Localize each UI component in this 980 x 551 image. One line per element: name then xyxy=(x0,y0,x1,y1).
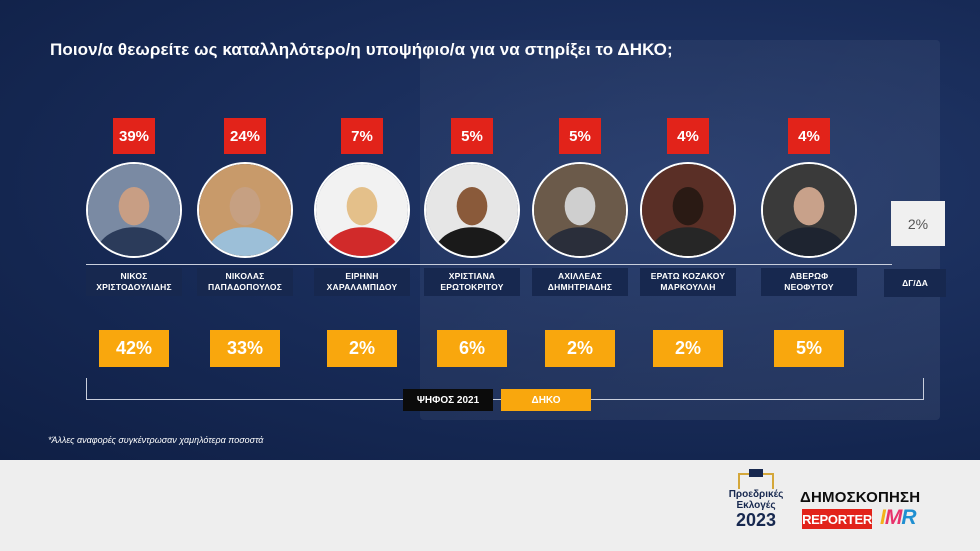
candidate-name-line: ΝΙΚΟΣ xyxy=(120,271,148,281)
party-value: 2% xyxy=(327,330,397,367)
candidate-column: 24% ΝΙΚΟΛΑΣ ΠΑΠΑΔΟΠΟΥΛΟΣ 33% xyxy=(190,0,300,370)
imr-m: M xyxy=(884,506,902,529)
imr-i: I xyxy=(880,506,886,529)
candidate-name-line: ΑΒΕΡΩΦ xyxy=(789,271,829,281)
candidate-name: ΑΒΕΡΩΦ ΝΕΟΦΥΤΟΥ xyxy=(761,268,857,296)
candidate-name: ΑΧΙΛΛΕΑΣ ΔΗΜΗΤΡΙΑΔΗΣ xyxy=(532,268,628,296)
candidate-name-line: ΜΑΡΚΟΥΛΛΗ xyxy=(660,282,716,292)
vote-2021-value: 5% xyxy=(451,118,493,154)
candidate-avatar xyxy=(761,162,857,258)
candidate-name-line: ΝΕΟΦΥΤΟΥ xyxy=(784,282,834,292)
candidate-avatar xyxy=(314,162,410,258)
imr-logo: I M R xyxy=(880,506,917,529)
candidate-name-line: ΝΙΚΟΛΑΣ xyxy=(225,271,265,281)
party-value: 2% xyxy=(653,330,723,367)
vote-2021-value: 24% xyxy=(224,118,266,154)
vote-2021-value: 39% xyxy=(113,118,155,154)
dgda-label: ΔΓ/ΔΑ xyxy=(884,269,946,297)
legend-party: ΔΗΚΟ xyxy=(501,389,591,411)
elections-logo: Προεδρικές Εκλογές 2023 xyxy=(725,469,787,539)
dgda-value: 2% xyxy=(891,201,945,246)
candidate-column: 4% ΑΒΕΡΩΦ ΝΕΟΦΥΤΟΥ 5% xyxy=(754,0,864,370)
candidate-name-line: ΠΑΠΑΔΟΠΟΥΛΟΣ xyxy=(207,282,282,292)
vote-2021-value: 4% xyxy=(788,118,830,154)
candidate-column: 4% ΕΡΑΤΩ ΚΟΖΑΚΟΥ ΜΑΡΚΟΥΛΛΗ 2% xyxy=(633,0,743,370)
candidate-column: 39% ΝΙΚΟΣ ΧΡΙΣΤΟΔΟΥΛΙΔΗΣ 42% xyxy=(79,0,189,370)
logo-year: 2023 xyxy=(735,510,777,530)
candidate-name: ΕΡΑΤΩ ΚΟΖΑΚΟΥ ΜΑΡΚΟΥΛΛΗ xyxy=(640,268,736,296)
divider-line xyxy=(86,264,892,265)
reporter-logo: REPORTER xyxy=(802,509,872,529)
person-icon xyxy=(534,164,626,256)
party-value: 2% xyxy=(545,330,615,367)
candidate-name-line: ΔΗΜΗΤΡΙΑΔΗΣ xyxy=(547,282,613,292)
candidate-avatar xyxy=(424,162,520,258)
person-icon xyxy=(763,164,855,256)
person-icon xyxy=(426,164,518,256)
candidate-avatar xyxy=(532,162,628,258)
candidate-name-line: ΧΡΙΣΤΟΔΟΥΛΙΔΗΣ xyxy=(96,282,172,292)
ballot-box-icon xyxy=(738,469,774,489)
candidate-name: ΝΙΚΟΛΑΣ ΠΑΠΑΔΟΠΟΥΛΟΣ xyxy=(197,268,293,296)
vote-2021-value: 7% xyxy=(341,118,383,154)
candidate-name: ΝΙΚΟΣ ΧΡΙΣΤΟΔΟΥΛΙΔΗΣ xyxy=(86,268,182,296)
logo-line1: Προεδρικές xyxy=(728,489,784,500)
imr-r: R xyxy=(901,506,916,529)
candidate-avatar xyxy=(197,162,293,258)
footnote: *Άλλες αναφορές συγκέντρωσαν χαμηλότερα … xyxy=(48,435,264,445)
candidate-name: ΧΡΙΣΤΙΑΝΑ ΕΡΩΤΟΚΡΙΤΟΥ xyxy=(424,268,520,296)
party-value: 33% xyxy=(210,330,280,367)
party-value: 6% xyxy=(437,330,507,367)
candidate-name-line: ΑΧΙΛΛΕΑΣ xyxy=(557,271,603,281)
logo-line2: Εκλογές xyxy=(736,500,776,511)
vote-2021-value: 4% xyxy=(667,118,709,154)
chart-panel: Ποιον/α θεωρείτε ως καταλληλότερο/η υποψ… xyxy=(0,0,980,460)
candidate-name-line: ΧΑΡΑΛΑΜΠΙΔΟΥ xyxy=(326,282,398,292)
party-value: 5% xyxy=(774,330,844,367)
person-icon xyxy=(642,164,734,256)
candidate-name: ΕΙΡΗΝΗ ΧΑΡΑΛΑΜΠΙΔΟΥ xyxy=(314,268,410,296)
candidate-name-line: ΧΡΙΣΤΙΑΝΑ xyxy=(448,271,496,281)
candidate-column: 5% ΧΡΙΣΤΙΑΝΑ ΕΡΩΤΟΚΡΙΤΟΥ 6% xyxy=(417,0,527,370)
chart-title: Ποιον/α θεωρείτε ως καταλληλότερο/η υποψ… xyxy=(50,40,673,59)
person-icon xyxy=(199,164,291,256)
candidate-avatar xyxy=(640,162,736,258)
candidate-name-line: ΕΙΡΗΝΗ xyxy=(345,271,379,281)
legend-vote-2021: ΨΗΦΟΣ 2021 xyxy=(403,389,493,411)
vote-2021-value: 5% xyxy=(559,118,601,154)
person-icon xyxy=(88,164,180,256)
party-value: 42% xyxy=(99,330,169,367)
candidate-column: 7% ΕΙΡΗΝΗ ΧΑΡΑΛΑΜΠΙΔΟΥ 2% xyxy=(307,0,417,370)
candidate-name-line: ΕΡΩΤΟΚΡΙΤΟΥ xyxy=(440,282,504,292)
candidate-column: 5% ΑΧΙΛΛΕΑΣ ΔΗΜΗΤΡΙΑΔΗΣ 2% xyxy=(525,0,635,370)
candidate-avatar xyxy=(86,162,182,258)
poll-title: ΔΗΜΟΣΚΟΠΗΣΗ xyxy=(800,489,921,506)
person-icon xyxy=(316,164,408,256)
candidate-name-line: ΕΡΑΤΩ ΚΟΖΑΚΟΥ xyxy=(650,271,726,281)
